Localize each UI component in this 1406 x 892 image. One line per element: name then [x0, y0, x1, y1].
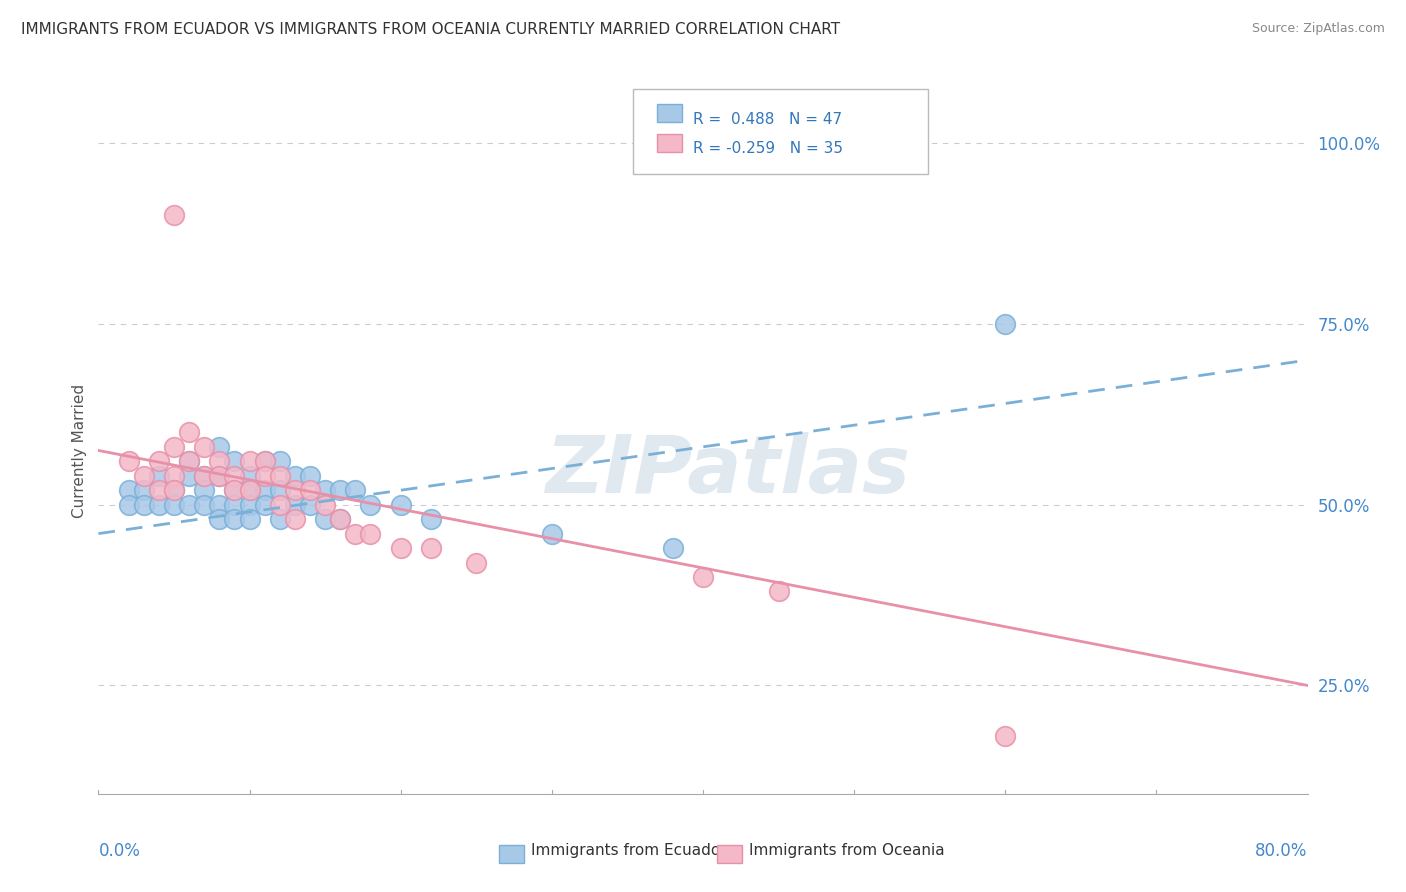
Point	[148, 454, 170, 468]
Point	[132, 468, 155, 483]
Point	[163, 498, 186, 512]
Point	[179, 454, 201, 468]
Point	[224, 483, 246, 498]
Point	[118, 483, 141, 498]
Point	[314, 512, 336, 526]
Text: R = -0.259   N = 35: R = -0.259 N = 35	[693, 141, 844, 156]
Point	[420, 541, 443, 555]
Point	[253, 498, 276, 512]
Point	[163, 440, 186, 454]
Point	[540, 526, 562, 541]
Point	[208, 512, 231, 526]
Point	[329, 512, 352, 526]
Text: 80.0%: 80.0%	[1256, 842, 1308, 860]
Point	[118, 498, 141, 512]
Point	[224, 483, 246, 498]
Point	[163, 483, 186, 498]
Point	[118, 454, 141, 468]
Point	[132, 498, 155, 512]
Point	[239, 483, 262, 498]
Point	[465, 556, 488, 570]
Point	[239, 498, 262, 512]
Point	[224, 498, 246, 512]
Point	[994, 729, 1017, 743]
Point	[662, 541, 685, 555]
Point	[193, 440, 215, 454]
Point	[360, 526, 382, 541]
Point	[179, 425, 201, 440]
Point	[329, 483, 352, 498]
Point	[193, 468, 215, 483]
Point	[208, 454, 231, 468]
Point	[344, 483, 367, 498]
Text: R =  0.488   N = 47: R = 0.488 N = 47	[693, 112, 842, 127]
Point	[692, 570, 714, 584]
Point	[224, 454, 246, 468]
Point	[314, 498, 336, 512]
Point	[360, 498, 382, 512]
Point	[284, 483, 307, 498]
Point	[269, 512, 291, 526]
Point	[389, 541, 412, 555]
Point	[994, 317, 1017, 331]
Text: 0.0%: 0.0%	[98, 842, 141, 860]
Point	[284, 512, 307, 526]
Point	[344, 526, 367, 541]
Point	[163, 483, 186, 498]
Point	[299, 498, 322, 512]
Point	[314, 483, 336, 498]
Text: Source: ZipAtlas.com: Source: ZipAtlas.com	[1251, 22, 1385, 36]
Point	[208, 498, 231, 512]
Point	[269, 498, 291, 512]
Point	[208, 468, 231, 483]
Point	[224, 468, 246, 483]
Point	[239, 483, 262, 498]
Y-axis label: Currently Married: Currently Married	[72, 384, 87, 517]
Point	[253, 454, 276, 468]
Text: ZIPatlas: ZIPatlas	[544, 432, 910, 510]
Point	[224, 512, 246, 526]
Point	[193, 483, 215, 498]
Point	[239, 454, 262, 468]
Point	[329, 512, 352, 526]
Point	[389, 498, 412, 512]
Point	[132, 483, 155, 498]
Point	[179, 498, 201, 512]
Point	[148, 483, 170, 498]
Point	[208, 440, 231, 454]
Point	[253, 468, 276, 483]
Point	[239, 512, 262, 526]
Point	[193, 468, 215, 483]
Point	[269, 483, 291, 498]
Text: Immigrants from Oceania: Immigrants from Oceania	[749, 843, 945, 857]
Point	[420, 512, 443, 526]
Point	[269, 468, 291, 483]
Point	[299, 483, 322, 498]
Point	[284, 498, 307, 512]
Point	[208, 468, 231, 483]
Point	[163, 209, 186, 223]
Point	[148, 468, 170, 483]
Point	[179, 454, 201, 468]
Point	[269, 454, 291, 468]
Point	[768, 584, 790, 599]
Point	[284, 468, 307, 483]
Point	[179, 468, 201, 483]
Point	[253, 483, 276, 498]
Point	[299, 468, 322, 483]
Text: Immigrants from Ecuador: Immigrants from Ecuador	[531, 843, 727, 857]
Point	[148, 498, 170, 512]
Point	[253, 454, 276, 468]
Point	[239, 468, 262, 483]
Point	[163, 468, 186, 483]
Point	[193, 498, 215, 512]
Text: IMMIGRANTS FROM ECUADOR VS IMMIGRANTS FROM OCEANIA CURRENTLY MARRIED CORRELATION: IMMIGRANTS FROM ECUADOR VS IMMIGRANTS FR…	[21, 22, 841, 37]
